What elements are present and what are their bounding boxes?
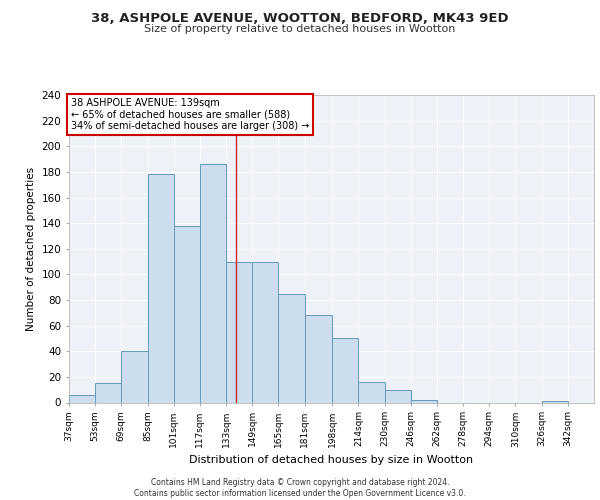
Text: Size of property relative to detached houses in Wootton: Size of property relative to detached ho… bbox=[145, 24, 455, 34]
Bar bbox=[252, 262, 278, 402]
Bar bbox=[121, 351, 148, 403]
Bar bbox=[226, 262, 252, 402]
Y-axis label: Number of detached properties: Number of detached properties bbox=[26, 166, 36, 331]
Bar bbox=[542, 401, 568, 402]
Bar bbox=[148, 174, 173, 402]
Bar bbox=[305, 316, 332, 402]
Bar bbox=[278, 294, 305, 403]
Text: Contains HM Land Registry data © Crown copyright and database right 2024.
Contai: Contains HM Land Registry data © Crown c… bbox=[134, 478, 466, 498]
Bar bbox=[173, 226, 200, 402]
Text: 38, ASHPOLE AVENUE, WOOTTON, BEDFORD, MK43 9ED: 38, ASHPOLE AVENUE, WOOTTON, BEDFORD, MK… bbox=[91, 12, 509, 26]
Bar bbox=[411, 400, 437, 402]
X-axis label: Distribution of detached houses by size in Wootton: Distribution of detached houses by size … bbox=[190, 455, 473, 465]
Bar bbox=[200, 164, 226, 402]
Bar bbox=[69, 395, 95, 402]
Bar bbox=[332, 338, 358, 402]
Text: 38 ASHPOLE AVENUE: 139sqm
← 65% of detached houses are smaller (588)
34% of semi: 38 ASHPOLE AVENUE: 139sqm ← 65% of detac… bbox=[71, 98, 309, 131]
Bar bbox=[358, 382, 385, 402]
Bar bbox=[95, 384, 121, 402]
Bar bbox=[385, 390, 411, 402]
